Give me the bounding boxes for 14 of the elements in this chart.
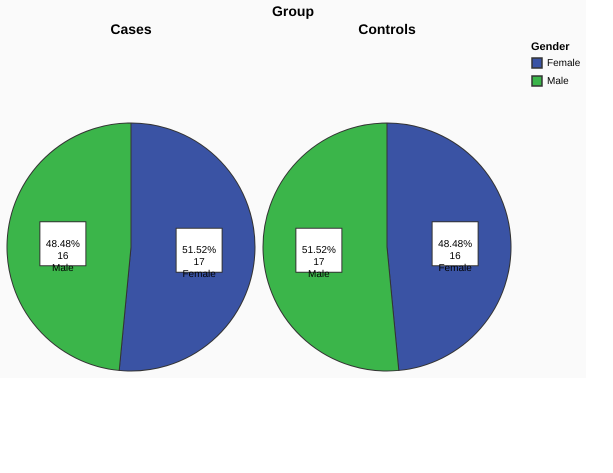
slice-label: Female [438,262,472,274]
data-label: 51.52% 17 [302,245,336,268]
chart-title: Cases [110,21,152,37]
legend-label: Male [547,76,570,87]
legend-title: Gender [531,41,570,53]
data-label: 51.52% 17 [182,245,216,268]
chart-title: Controls [358,21,416,37]
slice-label: Male [52,262,74,274]
text: Group [272,3,314,19]
slice-label: Female [182,269,216,280]
data-label: 48.48% 16 [46,238,80,262]
data-label: 48.48% 16 [438,238,472,262]
legend-label: Female [547,58,581,69]
slice-label: Male [308,269,330,280]
